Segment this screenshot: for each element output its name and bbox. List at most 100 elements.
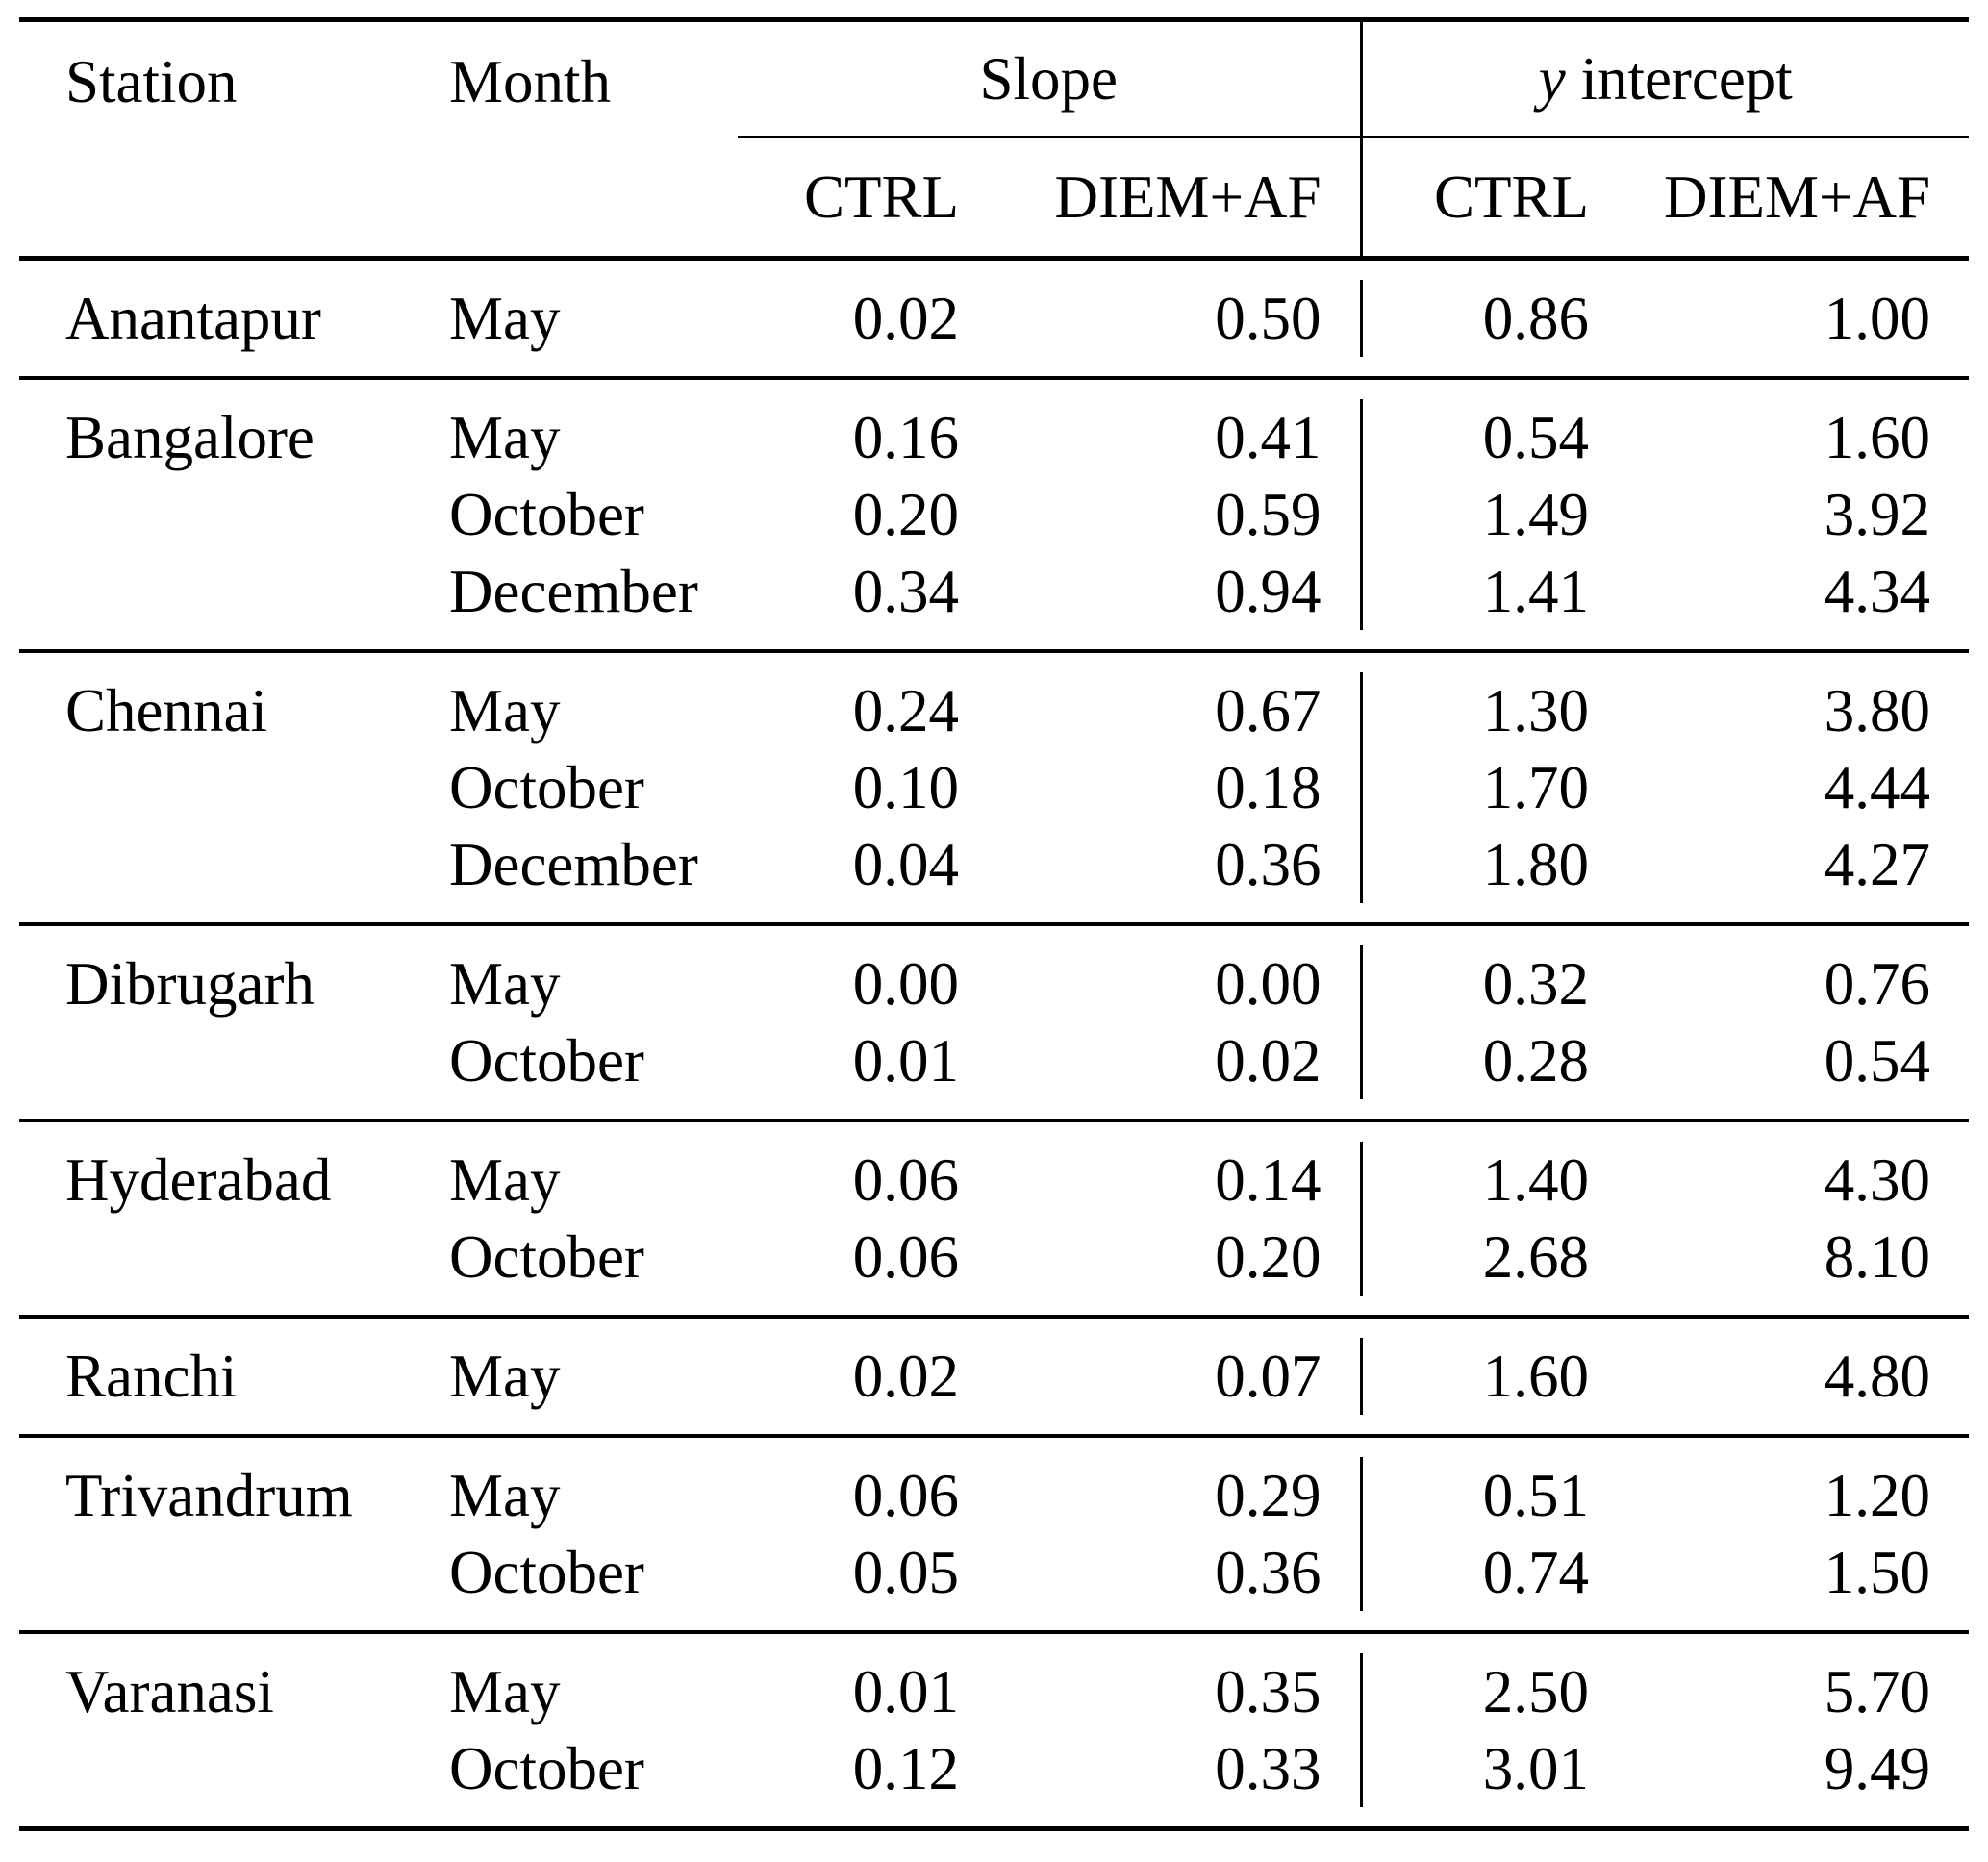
month-cell: May xyxy=(449,284,561,352)
yint-diem-af-value: 0.54 xyxy=(1824,1026,1931,1095)
station-cell-empty xyxy=(19,553,449,630)
slope-diem-af-value: 0.41 xyxy=(1215,403,1321,471)
station-cell: Hyderabad xyxy=(65,1145,332,1214)
group-spacer xyxy=(19,1317,1969,1338)
slope-diem-af-value: 0.18 xyxy=(1215,753,1321,821)
month-cell: May xyxy=(449,949,561,1018)
slope-ctrl-header: CTRL xyxy=(803,163,959,231)
station-cell-empty xyxy=(19,1534,449,1611)
month-cell: October xyxy=(449,753,644,821)
station-cell: Trivandrum xyxy=(65,1461,353,1529)
y-variable-symbol: y xyxy=(1538,44,1566,113)
yint-diem-af-header: DIEM+AF xyxy=(1663,163,1931,231)
yint-diem-af-value: 4.44 xyxy=(1824,753,1931,821)
group-spacer xyxy=(19,1099,1969,1120)
station-cell: Bangalore xyxy=(65,403,315,471)
group-spacer xyxy=(19,903,1969,924)
table-row: Varanasi May 0.01 0.35 2.50 5.70 xyxy=(19,1653,1969,1730)
yint-diem-af-value: 9.49 xyxy=(1824,1734,1931,1802)
slope-ctrl-value: 0.12 xyxy=(852,1734,959,1802)
table-row: Trivandrum May 0.06 0.29 0.51 1.20 xyxy=(19,1457,1969,1534)
group-spacer xyxy=(19,630,1969,651)
yint-diem-af-value: 4.27 xyxy=(1824,830,1931,898)
group-bangalore: Bangalore May 0.16 0.41 0.54 1.60 Octobe… xyxy=(19,378,1970,651)
table-row: December 0.04 0.36 1.80 4.27 xyxy=(19,826,1969,903)
yint-diem-af-value: 1.00 xyxy=(1824,284,1931,352)
month-cell: December xyxy=(449,830,698,898)
slope-ctrl-value: 0.04 xyxy=(852,830,959,898)
yint-ctrl-value: 0.86 xyxy=(1359,280,1590,357)
group-dibrugarh: Dibrugarh May 0.00 0.00 0.32 0.76 Octobe… xyxy=(19,924,1970,1120)
slope-diem-af-value: 0.36 xyxy=(1215,1538,1321,1606)
yint-ctrl-header: CTRL xyxy=(1359,137,1590,259)
group-spacer xyxy=(19,1632,1969,1653)
station-cell-empty xyxy=(19,1730,449,1807)
slope-diem-af-value: 0.50 xyxy=(1215,284,1321,352)
slope-diem-af-value: 0.20 xyxy=(1215,1222,1321,1291)
yint-ctrl-value: 1.80 xyxy=(1359,826,1590,903)
yint-diem-af-value: 8.10 xyxy=(1824,1222,1931,1291)
group-ranchi: Ranchi May 0.02 0.07 1.60 4.80 xyxy=(19,1317,1970,1436)
group-spacer xyxy=(19,1807,1969,1829)
yint-diem-af-value: 1.60 xyxy=(1824,403,1931,471)
table-row: Anantapur May 0.02 0.50 0.86 1.00 xyxy=(19,280,1969,357)
slope-ctrl-value: 0.02 xyxy=(852,1342,959,1410)
station-cell-empty xyxy=(19,749,449,826)
slope-ctrl-value: 0.06 xyxy=(852,1145,959,1214)
slope-diem-af-value: 0.67 xyxy=(1215,676,1321,744)
slope-diem-af-value: 0.02 xyxy=(1215,1026,1321,1095)
station-cell-empty xyxy=(19,826,449,903)
slope-diem-af-value: 0.59 xyxy=(1215,480,1321,548)
yint-ctrl-value: 3.01 xyxy=(1359,1730,1590,1807)
month-column-header: Month xyxy=(449,48,612,115)
slope-ctrl-value: 0.34 xyxy=(852,557,959,625)
slope-diem-af-value: 0.35 xyxy=(1215,1657,1321,1725)
slope-group-header: Slope xyxy=(738,19,1362,138)
table-header: Station Month Slope y intercept CTRL DIE… xyxy=(19,19,1970,259)
slope-ctrl-value: 0.20 xyxy=(852,480,959,548)
yint-diem-af-value: 0.76 xyxy=(1824,949,1931,1018)
month-cell: May xyxy=(449,403,561,471)
yint-ctrl-value: 2.68 xyxy=(1359,1219,1590,1296)
yint-ctrl-value: 1.70 xyxy=(1359,749,1590,826)
table-row: Hyderabad May 0.06 0.14 1.40 4.30 xyxy=(19,1142,1969,1219)
group-spacer xyxy=(19,924,1969,945)
slope-ctrl-value: 0.06 xyxy=(852,1461,959,1529)
y-intercept-group-header: y intercept xyxy=(1359,19,1970,138)
slope-diem-af-value: 0.33 xyxy=(1215,1734,1321,1802)
intercept-label: intercept xyxy=(1580,44,1793,113)
month-cell: October xyxy=(449,1026,644,1095)
station-cell-empty xyxy=(19,1022,449,1099)
slope-ctrl-value: 0.10 xyxy=(852,753,959,821)
table-row: October 0.20 0.59 1.49 3.92 xyxy=(19,476,1969,553)
month-cell: May xyxy=(449,1461,561,1529)
yint-diem-af-value: 4.30 xyxy=(1824,1145,1931,1214)
station-cell: Anantapur xyxy=(65,284,321,352)
yint-ctrl-value: 1.30 xyxy=(1359,672,1590,749)
station-cell-empty xyxy=(19,476,449,553)
yint-ctrl-value: 0.74 xyxy=(1359,1534,1590,1611)
table-row: Chennai May 0.24 0.67 1.30 3.80 xyxy=(19,672,1969,749)
yint-diem-af-value: 1.50 xyxy=(1824,1538,1931,1606)
group-anantapur: Anantapur May 0.02 0.50 0.86 1.00 xyxy=(19,258,1970,379)
yint-ctrl-value: 1.60 xyxy=(1359,1338,1590,1415)
yint-ctrl-value: 1.49 xyxy=(1359,476,1590,553)
slope-ctrl-value: 0.00 xyxy=(852,949,959,1018)
slope-diem-af-value: 0.29 xyxy=(1215,1461,1321,1529)
group-spacer xyxy=(19,651,1969,672)
table-row: October 0.12 0.33 3.01 9.49 xyxy=(19,1730,1969,1807)
slope-diem-af-value: 0.14 xyxy=(1215,1145,1321,1214)
slope-ctrl-value: 0.05 xyxy=(852,1538,959,1606)
group-spacer xyxy=(19,1436,1969,1457)
table-row: December 0.34 0.94 1.41 4.34 xyxy=(19,553,1969,630)
yint-diem-af-value: 5.70 xyxy=(1824,1657,1931,1725)
group-varanasi: Varanasi May 0.01 0.35 2.50 5.70 October… xyxy=(19,1632,1970,1829)
yint-ctrl-value: 0.51 xyxy=(1359,1457,1590,1534)
yint-ctrl-value: 1.41 xyxy=(1359,553,1590,630)
month-cell: May xyxy=(449,1657,561,1725)
month-cell: October xyxy=(449,480,644,548)
group-spacer xyxy=(19,1120,1969,1142)
slope-ctrl-value: 0.02 xyxy=(852,284,959,352)
station-cell-empty xyxy=(19,1219,449,1296)
slope-diem-af-header: DIEM+AF xyxy=(1054,163,1321,231)
